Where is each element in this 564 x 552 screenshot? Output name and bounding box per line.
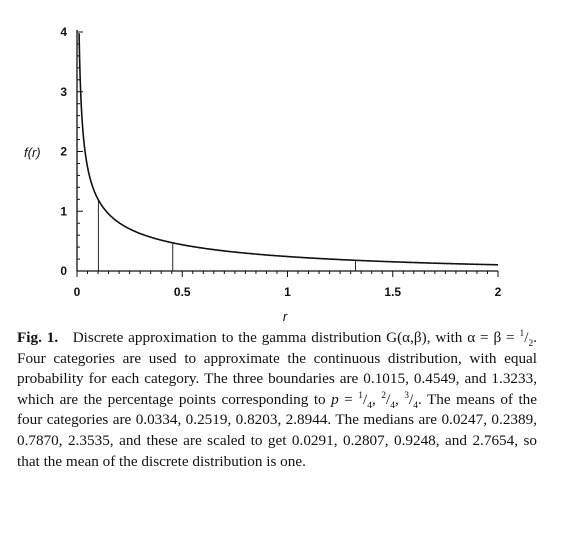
x-tick-label: 1 [284, 285, 291, 299]
x-tick-label: 0 [74, 285, 81, 299]
x-tick-label: 1.5 [384, 285, 401, 299]
q1-denominator: 4 [367, 400, 372, 411]
boundary-lines [97, 199, 357, 271]
p-variable: p [331, 390, 339, 408]
y-tick-label: 0 [60, 264, 67, 278]
chart-axes [76, 30, 498, 272]
x-tick-label: 0.5 [174, 285, 191, 299]
q1-numerator: 1 [358, 390, 363, 401]
density-curve [78, 33, 499, 266]
y-tick-label: 4 [60, 25, 67, 39]
figure-label: Fig. 1. [17, 329, 59, 346]
q3-numerator: 3 [404, 390, 409, 401]
figure-caption: Fig. 1. Discrete approximation to the ga… [17, 328, 538, 470]
y-tick-label: 2 [60, 145, 67, 159]
gamma-density-chart: 0 0.5 1 1.5 2 0 1 2 3 4 r f(r) [24, 25, 502, 324]
caption-text-2: . Four categories are used to approximat… [17, 329, 538, 408]
x-tick-label: 2 [495, 285, 502, 299]
q2-denominator: 4 [390, 400, 395, 411]
x-axis-title: r [283, 309, 288, 324]
half-denominator: 2 [528, 339, 534, 350]
q2-numerator: 2 [381, 390, 386, 401]
y-tick-label: 3 [60, 85, 67, 99]
caption-text-4: . The means of the four categories are 0… [17, 390, 538, 470]
half-numerator: 1 [519, 328, 525, 339]
caption-text-3: = [338, 390, 359, 408]
caption-text-1: Discrete approximation to the gamma dist… [72, 329, 520, 346]
y-axis-title: f(r) [24, 145, 41, 160]
q3-denominator: 4 [413, 400, 418, 411]
axis-ticks: 0 0.5 1 1.5 2 0 1 2 3 4 [60, 25, 501, 299]
y-tick-label: 1 [60, 204, 67, 218]
